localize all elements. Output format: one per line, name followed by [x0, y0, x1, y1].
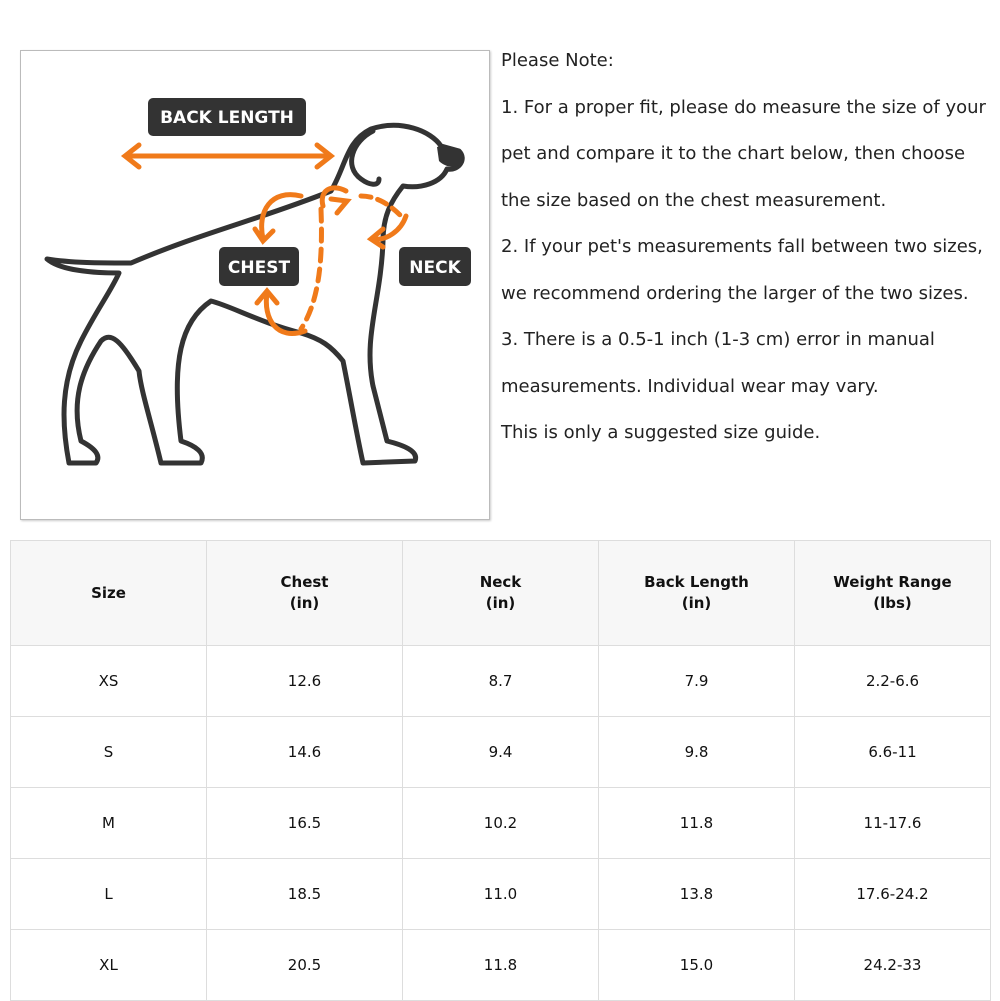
header-name: Back Length: [644, 573, 749, 591]
dog-illustration: BACK LENGTH CHEST NECK: [44, 98, 471, 466]
table-cell: 20.5: [206, 929, 403, 1001]
table-cell: XL: [10, 929, 207, 1001]
dog-nose: [437, 145, 463, 167]
measure-arrows: [120, 142, 409, 336]
table-cell: 8.7: [402, 645, 599, 717]
table-cell: 13.8: [598, 858, 795, 930]
note-paragraph: 1. For a proper fit, please do measure t…: [501, 96, 986, 211]
note-paragraph: This is only a suggested size guide.: [501, 422, 821, 443]
table-cell: 18.5: [206, 858, 403, 930]
header-cell: Weight Range (lbs): [794, 540, 991, 646]
table-row: L 18.5 11.0 13.8 17.6-24.2: [10, 858, 991, 930]
dog-outline: [44, 122, 465, 466]
header-unit: (in): [681, 594, 712, 612]
note-paragraph: 2. If your pet's measurements fall betwe…: [501, 236, 983, 304]
table-cell: 10.2: [402, 787, 599, 859]
note-paragraph: 3. There is a 0.5-1 inch (1-3 cm) error …: [501, 329, 935, 397]
table-row: S 14.6 9.4 9.8 6.6-11: [10, 716, 991, 788]
table-cell: XS: [10, 645, 207, 717]
table-cell: 24.2-33: [794, 929, 991, 1001]
size-table: Size Chest (in) Neck (in) Back Length (in) Weig…: [10, 540, 991, 1001]
table-cell: 11-17.6: [794, 787, 991, 859]
table-cell: 9.4: [402, 716, 599, 788]
table-cell: 11.8: [598, 787, 795, 859]
header-unit: (in): [485, 594, 516, 612]
header-cell: Neck (in): [402, 540, 599, 646]
table-cell: L: [10, 858, 207, 930]
table-cell: M: [10, 787, 207, 859]
dog-ear: [349, 128, 382, 187]
header-name: Weight Range: [833, 573, 952, 591]
diagram-label: NECK: [409, 258, 461, 278]
header-cell: Size: [10, 540, 207, 646]
note-title: Please Note:: [501, 50, 614, 71]
label-box: [399, 247, 471, 286]
table-cell: 12.6: [206, 645, 403, 717]
table-cell: S: [10, 716, 207, 788]
header-name: Chest: [280, 573, 329, 591]
label-box: [148, 98, 306, 136]
table-row: M 16.5 10.2 11.8 11-17.6: [10, 787, 991, 859]
table-cell: 7.9: [598, 645, 795, 717]
header-name: Size: [91, 583, 126, 602]
table-cell: 6.6-11: [794, 716, 991, 788]
header-cell: Chest (in): [206, 540, 403, 646]
note: Please Note: 1. For a proper fit, please…: [501, 38, 1000, 457]
header-name: Neck: [479, 573, 522, 591]
diagram-label: BACK LENGTH: [160, 108, 294, 128]
table-cell: 16.5: [206, 787, 403, 859]
table-cell: 2.2-6.6: [794, 645, 991, 717]
diagram-label: CHEST: [228, 258, 291, 278]
header-unit: (in): [289, 594, 320, 612]
header-unit: (lbs): [873, 594, 912, 612]
diagram: BACK LENGTH CHEST NECK: [20, 50, 490, 520]
table-cell: 17.6-24.2: [794, 858, 991, 930]
table-row: XL 20.5 11.8 15.0 24.2-33: [10, 929, 991, 1001]
table-cell: 11.0: [402, 858, 599, 930]
table-cell: 14.6: [206, 716, 403, 788]
table-cell: 15.0: [598, 929, 795, 1001]
header-cell: Back Length (in): [598, 540, 795, 646]
label-box: [219, 247, 299, 286]
header-row: Size Chest (in) Neck (in) Back Length (in) Weig…: [10, 540, 991, 646]
table-cell: 9.8: [598, 716, 795, 788]
table-cell: 11.8: [402, 929, 599, 1001]
table-row: XS 12.6 8.7 7.9 2.2-6.6: [10, 645, 991, 717]
